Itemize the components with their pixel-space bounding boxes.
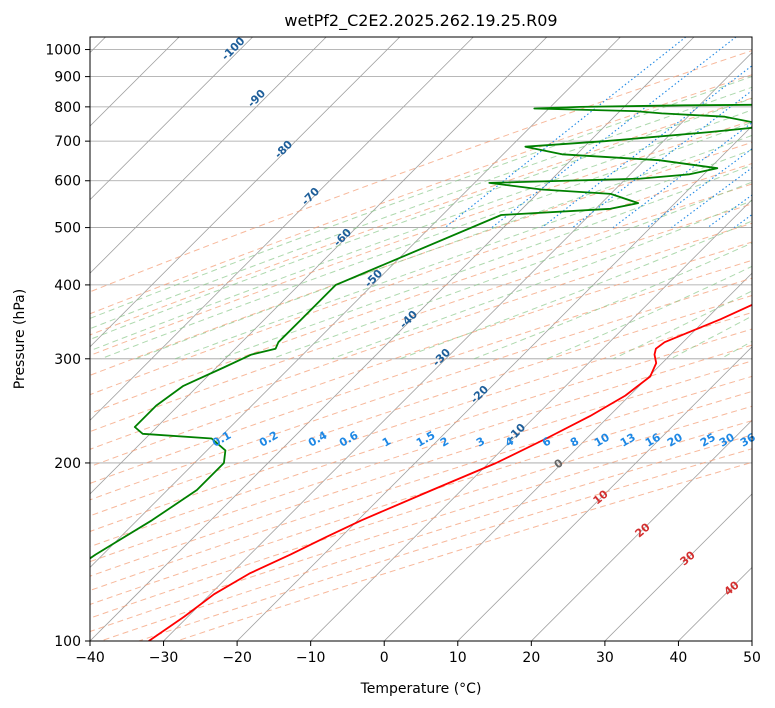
- dewpoint-profile: [90, 103, 752, 560]
- mixing-ratio-line: [612, 122, 752, 229]
- moist-adiabat-label: 10: [591, 487, 611, 507]
- isotherm-line: [90, 37, 474, 421]
- x-tick-label: 30: [596, 650, 614, 666]
- mixing-ratio-label: 0.2: [257, 429, 280, 450]
- mixing-ratio-line: [541, 65, 752, 229]
- moist-adiabat-label: 20: [633, 520, 653, 540]
- mixing-ratio-label: 2: [438, 435, 451, 450]
- moist-adiabat-line: [473, 242, 752, 360]
- mixing-ratio-label: 10: [592, 431, 612, 450]
- mixing-ratio-line: [444, 37, 687, 229]
- moist-adiabat-line: [135, 134, 752, 360]
- dry-adiabat-line: [90, 344, 752, 563]
- moist-adiabat-line: [670, 315, 752, 360]
- isotherm-line: [457, 346, 752, 641]
- dry-adiabat-label: -100: [219, 34, 248, 63]
- moist-adiabat-label: 0: [552, 456, 566, 471]
- mixing-ratio-label: 1: [380, 435, 393, 450]
- mixing-ratio-label: 36: [738, 431, 758, 450]
- isotherm-line: [531, 419, 752, 641]
- dry-adiabat-label: -70: [299, 185, 322, 208]
- dry-adiabat-label: -50: [362, 267, 385, 290]
- isotherm-line: [90, 37, 401, 348]
- dry-adiabat-line: [176, 461, 752, 641]
- isotherm-line: [163, 51, 752, 641]
- x-tick-label: 40: [670, 650, 688, 666]
- y-tick-label: 1000: [45, 43, 81, 59]
- isotherm-line: [90, 37, 621, 569]
- x-tick-label: −40: [75, 650, 105, 666]
- y-tick-label: 400: [54, 278, 81, 294]
- dry-adiabat-line: [90, 97, 752, 336]
- isotherm-line: [383, 272, 752, 641]
- isotherm-line: [90, 37, 327, 274]
- mixing-ratio-line: [733, 213, 752, 229]
- mixing-ratio-label: 0.6: [337, 428, 361, 449]
- mixing-ratio-label: 8: [568, 435, 581, 450]
- isotherm-line: [751, 640, 752, 641]
- dry-adiabat-line: [90, 183, 752, 414]
- y-tick-label: 800: [54, 100, 81, 116]
- isotherm-line: [604, 493, 752, 641]
- y-axis-title: Pressure (hPa): [12, 289, 28, 389]
- y-tick-label: 500: [54, 221, 81, 237]
- dry-adiabat-line: [90, 120, 752, 356]
- moist-adiabat-line: [90, 109, 752, 352]
- isotherm-line: [678, 566, 752, 641]
- dry-adiabat-line: [90, 390, 752, 605]
- moist-adiabat-line: [765, 50, 775, 359]
- mixing-ratio-label: 1.5: [414, 429, 437, 450]
- dry-adiabat-line: [90, 162, 752, 396]
- isotherm-line: [236, 125, 752, 641]
- temperature-profile: [148, 303, 752, 641]
- x-tick-label: 50: [743, 650, 761, 666]
- mixing-ratio-line: [671, 167, 752, 229]
- dry-adiabat-line: [90, 203, 752, 433]
- mixing-ratio-label: 20: [665, 431, 685, 450]
- plot-frame: [89, 36, 753, 642]
- mixing-ratio-label: 25: [698, 431, 718, 450]
- dry-adiabat-label: -30: [430, 346, 453, 369]
- x-tick-label: −20: [222, 650, 252, 666]
- x-tick-label: 20: [522, 650, 540, 666]
- dry-adiabat-line: [90, 222, 752, 450]
- dry-adiabat-line: [138, 448, 752, 641]
- moist-adiabat-line: [90, 76, 752, 319]
- isotherm-line: [90, 37, 253, 201]
- y-tick-label: 700: [54, 134, 81, 150]
- dry-adiabat-line: [90, 360, 752, 577]
- dry-adiabat-line: [90, 141, 752, 376]
- mixing-ratio-label: 0.4: [306, 428, 330, 449]
- dry-adiabat-line: [90, 328, 752, 548]
- isotherm-line: [310, 199, 752, 641]
- mixing-ratio-label: 3: [474, 435, 487, 450]
- y-tick-label: 300: [54, 352, 81, 368]
- x-axis-title: Temperature (°C): [360, 681, 482, 697]
- moist-adiabat-line: [90, 86, 752, 330]
- y-tick-label: 100: [54, 634, 81, 650]
- y-tick-label: 200: [54, 456, 81, 472]
- x-tick-label: −10: [296, 650, 326, 666]
- dry-adiabat-label: -20: [468, 383, 491, 406]
- isotherm-line: [90, 37, 548, 495]
- x-tick-label: 0: [380, 650, 389, 666]
- dry-adiabat-line: [90, 375, 752, 591]
- x-tick-label: 10: [449, 650, 467, 666]
- moist-adiabat-line: [271, 181, 752, 360]
- y-tick-label: 600: [54, 174, 81, 190]
- mixing-ratio-label: 0.1: [210, 429, 233, 450]
- mixing-ratio-label: 13: [618, 431, 638, 450]
- dry-adiabat-label: -60: [331, 226, 354, 249]
- moist-adiabat-line: [90, 97, 752, 340]
- isotherm-line: [90, 37, 695, 641]
- moist-adiabat-line: [219, 164, 752, 360]
- mixing-ratio-label: 30: [717, 431, 737, 450]
- moist-adiabat-line: [174, 149, 752, 360]
- y-tick-label: 900: [54, 70, 81, 86]
- mixing-ratio-line: [572, 89, 752, 229]
- moist-adiabat-line: [546, 265, 752, 360]
- x-tick-label: −30: [149, 650, 179, 666]
- chart-title: wetPf2_C2E2.2025.262.19.25.R09: [284, 11, 557, 31]
